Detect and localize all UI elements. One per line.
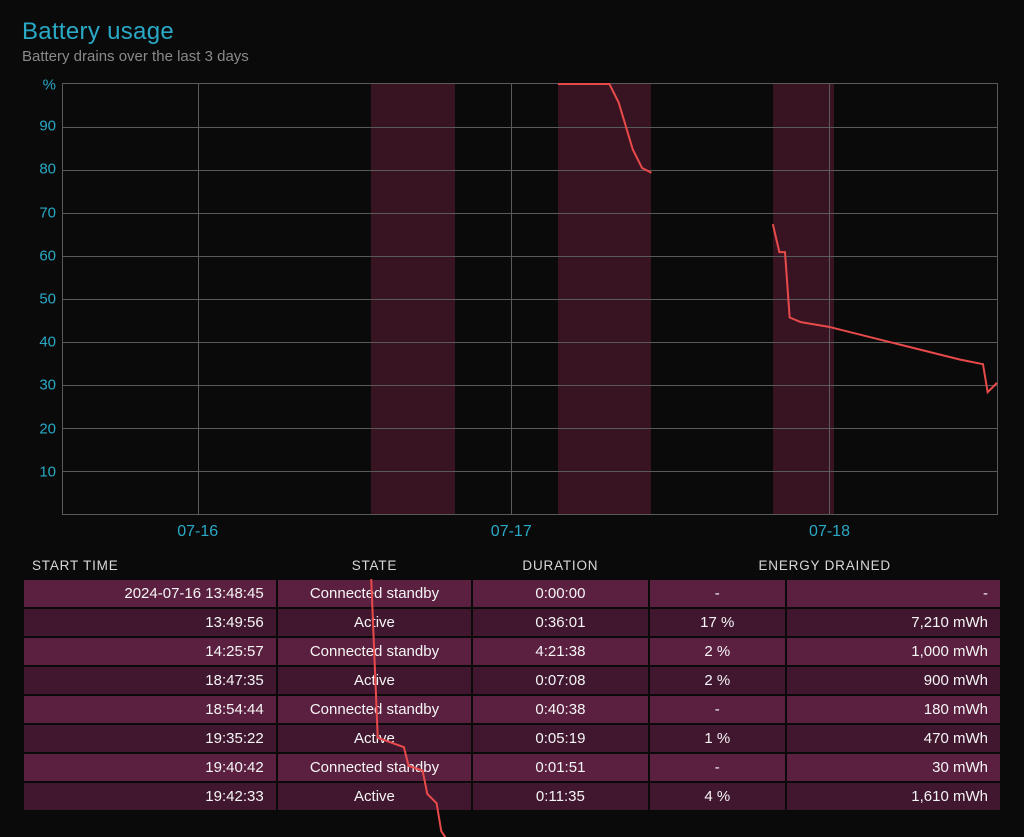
y-tick-label: 20	[22, 420, 56, 437]
y-tick-label: 10	[22, 463, 56, 480]
battery-line-segment	[773, 224, 997, 392]
y-tick-label: 70	[22, 204, 56, 221]
y-tick-label: 50	[22, 291, 56, 308]
y-tick-label: 60	[22, 247, 56, 264]
page-title: Battery usage	[22, 18, 1002, 46]
y-tick-label: 80	[22, 161, 56, 178]
y-tick-label: 40	[22, 334, 56, 351]
battery-line-series	[63, 84, 997, 837]
battery-line-segment	[371, 579, 455, 837]
battery-usage-chart: % 102030405060708090 07-1607-1707-18	[22, 79, 1002, 519]
y-axis-unit: %	[22, 77, 56, 94]
battery-line-segment	[558, 84, 651, 173]
y-tick-label: 30	[22, 377, 56, 394]
page-subtitle: Battery drains over the last 3 days	[22, 48, 1002, 65]
plot-area	[62, 83, 998, 515]
y-tick-label: 90	[22, 118, 56, 135]
